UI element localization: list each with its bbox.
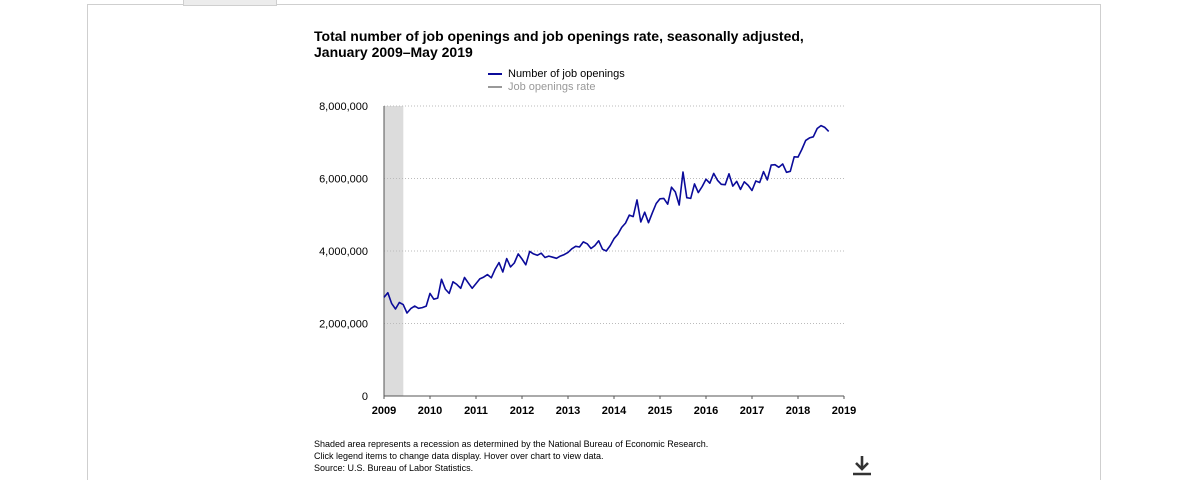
line-chart[interactable]: 0 2,000,000 4,000,000 6,000,000 8,000,000 200… [0, 0, 1192, 440]
x-tick-label: 2018 [786, 405, 810, 417]
legend-item-job-openings[interactable]: Number of job openings [488, 67, 625, 80]
x-tick-label: 2017 [740, 405, 764, 417]
y-tick-label: 6,000,000 [319, 174, 368, 186]
x-tick-label: 2014 [602, 405, 627, 417]
footnote-instructions: Click legend items to change data displa… [314, 451, 604, 461]
download-arrow-icon [853, 456, 871, 476]
footnote-source: Source: U.S. Bureau of Labor Statistics. [314, 463, 474, 473]
tab-stub[interactable] [183, 0, 277, 6]
x-tick-label: 2012 [510, 405, 534, 417]
legend-swatch-job-openings-rate [488, 85, 502, 88]
chart-panel [87, 4, 1101, 480]
legend-label-job-openings-rate: Job openings rate [508, 80, 596, 93]
legend-swatch-job-openings [488, 72, 502, 75]
chart-footnote: Shaded area represents a recession as de… [314, 438, 708, 474]
series-line-job-openings [383, 124, 830, 314]
x-tick-label: 2013 [556, 405, 580, 417]
y-tick-label: 8,000,000 [319, 101, 368, 113]
x-tick-label: 2019 [832, 405, 856, 417]
x-tick-label: 2016 [694, 405, 718, 417]
footnote-recession: Shaded area represents a recession as de… [314, 439, 709, 449]
x-tick-label: 2010 [418, 405, 442, 417]
legend-label-job-openings: Number of job openings [508, 67, 625, 80]
chart-title: Total number of job openings and job ope… [314, 28, 804, 60]
y-tick-label: 0 [362, 391, 368, 403]
x-tick-label: 2009 [372, 405, 396, 417]
download-icon[interactable] [850, 455, 874, 477]
y-tick-label: 2,000,000 [319, 319, 368, 331]
y-tick-label: 4,000,000 [319, 246, 368, 258]
x-tick-label: 2015 [648, 405, 672, 417]
chart-legend: Number of job openings Job openings rate [488, 67, 625, 93]
legend-item-job-openings-rate[interactable]: Job openings rate [488, 80, 625, 93]
x-tick-label: 2011 [464, 405, 488, 417]
